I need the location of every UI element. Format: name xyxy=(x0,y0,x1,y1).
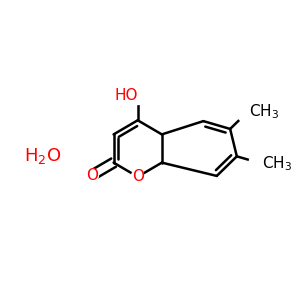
Text: O: O xyxy=(132,169,144,184)
Text: CH$_3$: CH$_3$ xyxy=(249,102,279,121)
Circle shape xyxy=(249,152,272,175)
Text: O: O xyxy=(86,168,98,183)
Circle shape xyxy=(131,170,144,183)
Circle shape xyxy=(236,100,260,123)
Circle shape xyxy=(85,169,98,182)
Text: HO: HO xyxy=(114,88,138,103)
Circle shape xyxy=(128,85,147,104)
Text: H$_2$O: H$_2$O xyxy=(24,146,61,166)
Text: CH$_3$: CH$_3$ xyxy=(262,154,292,173)
